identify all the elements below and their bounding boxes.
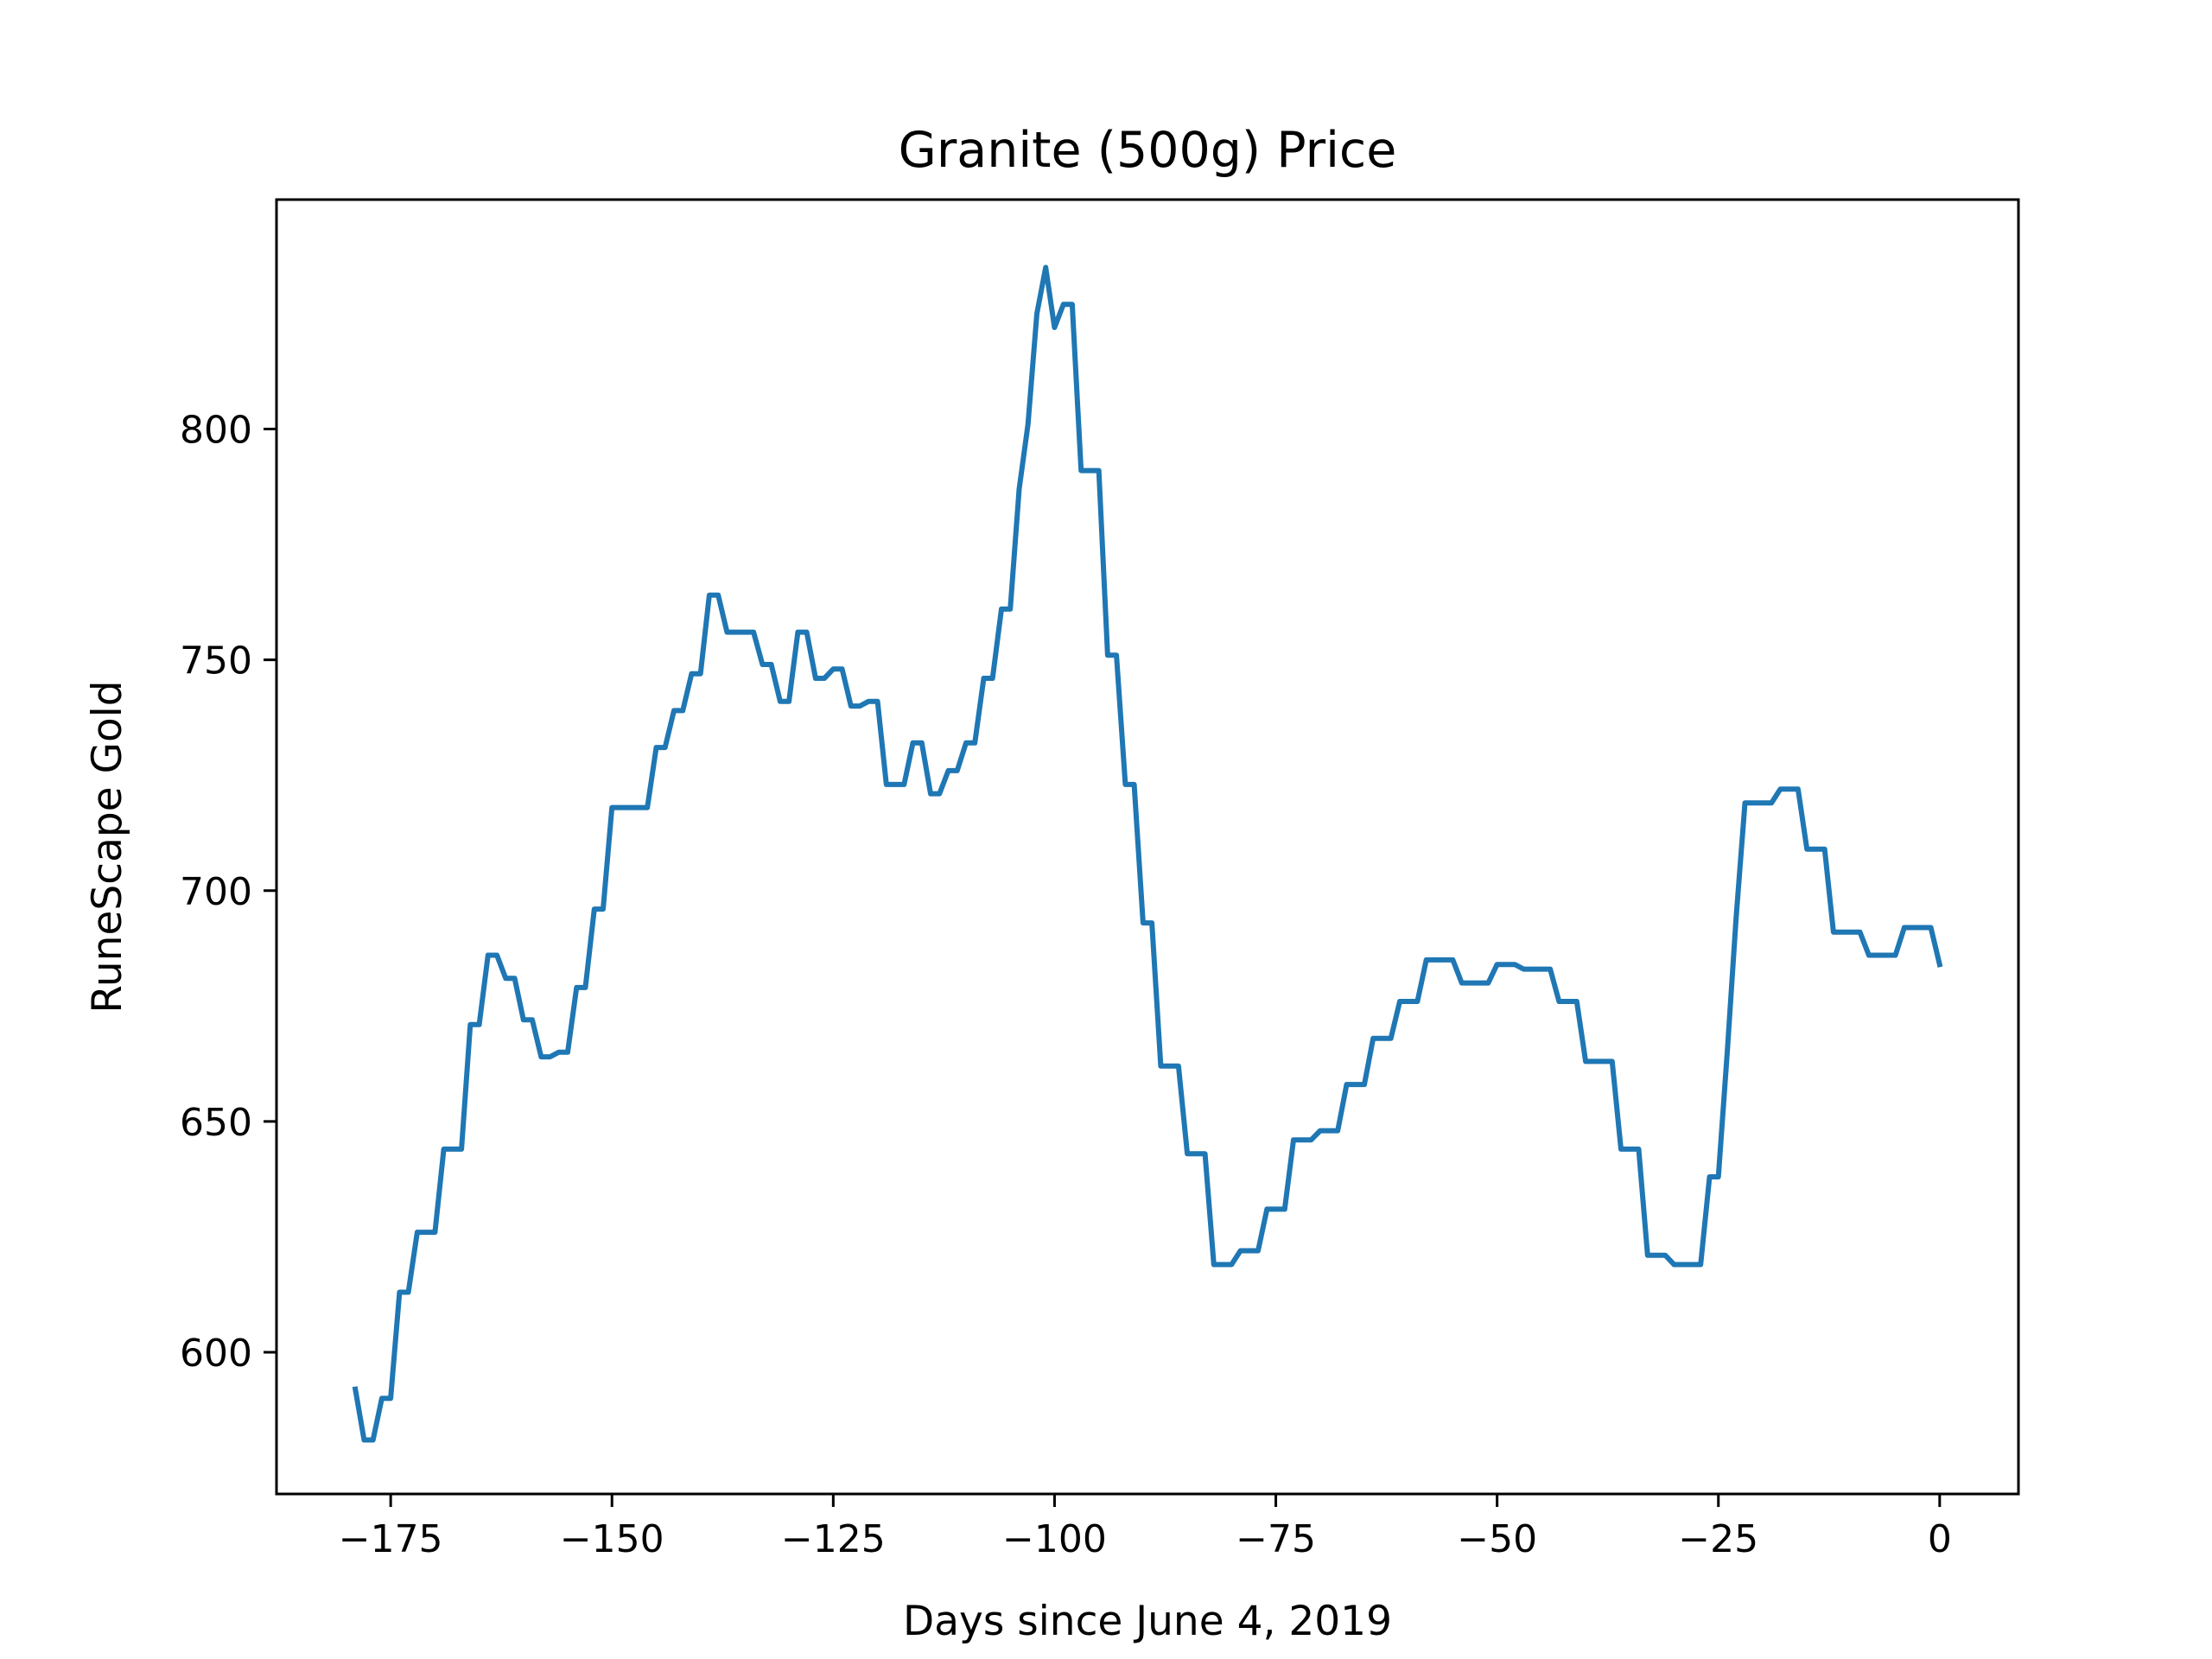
y-axis-label: RuneScape Gold [84, 680, 131, 1013]
x-tick-label: −125 [781, 1517, 886, 1561]
x-tick-label: −75 [1236, 1517, 1316, 1561]
x-axis-label: Days since June 4, 2019 [903, 1598, 1392, 1645]
y-tick-label: 600 [180, 1332, 252, 1376]
chart-title: Granite (500g) Price [899, 122, 1397, 179]
y-tick-label: 700 [180, 870, 252, 914]
x-tick-label: −175 [339, 1517, 443, 1561]
x-tick-label: −25 [1678, 1517, 1758, 1561]
price-series-line [352, 264, 1943, 1443]
y-tick-label: 750 [180, 639, 252, 683]
x-tick-label: −50 [1457, 1517, 1537, 1561]
x-axis: −175 −150 −125 −100 −75 −50 −25 0 [339, 1494, 1952, 1561]
plot-area [275, 198, 2020, 1496]
y-axis: 600 650 700 750 800 [180, 409, 276, 1376]
x-tick-label: −150 [560, 1517, 664, 1561]
y-tick-label: 650 [180, 1101, 252, 1145]
y-tick-label: 800 [180, 409, 252, 453]
x-tick-label: 0 [1928, 1517, 1952, 1561]
x-tick-label: −100 [1002, 1517, 1107, 1561]
